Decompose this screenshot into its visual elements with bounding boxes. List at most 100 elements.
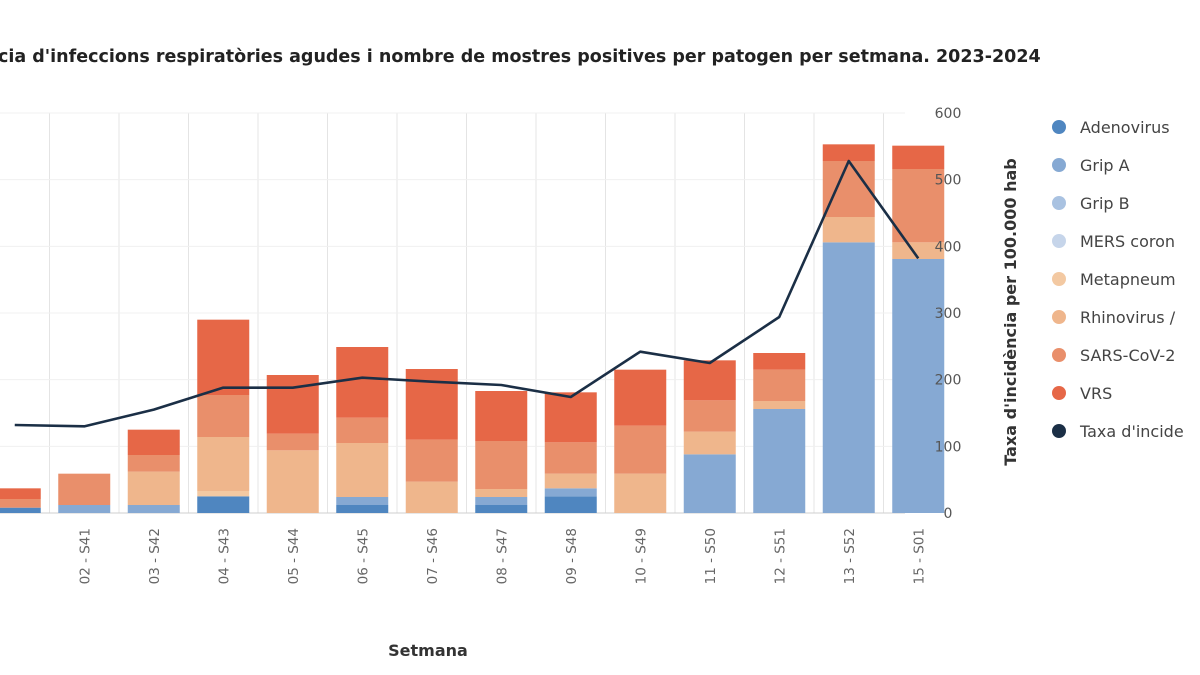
x-tick-label: 04 - S43 [216, 528, 232, 584]
legend-label: Grip B [1080, 194, 1130, 213]
legend-marker [1052, 196, 1066, 210]
legend-marker [1052, 272, 1066, 286]
bar-segment [336, 443, 389, 497]
bar-segment [544, 442, 597, 474]
bar-segment [127, 429, 180, 455]
bar-segment [336, 505, 389, 513]
legend-label: Rhinovirus / [1080, 308, 1176, 327]
legend-marker [1052, 310, 1066, 324]
bar-segment [544, 496, 597, 513]
legend-marker [1052, 424, 1066, 438]
bar-segment [127, 455, 180, 472]
bar-segment [127, 505, 180, 513]
bar-segment [197, 491, 250, 497]
bar-segment [405, 439, 458, 482]
y-tick-label: 600 [935, 106, 962, 122]
y-axis-title: Taxa d'incidència per 100.000 hab [1001, 158, 1020, 465]
bar-segment [892, 169, 945, 243]
bar-segment [475, 497, 528, 505]
y-tick-label: 200 [935, 373, 962, 389]
legend-marker [1052, 120, 1066, 134]
bar-segment [475, 391, 528, 441]
legend-label: Taxa d'incide [1079, 422, 1184, 441]
bar-segment [0, 499, 41, 508]
bar-segment [614, 425, 667, 474]
legend-marker [1052, 386, 1066, 400]
legend-marker [1052, 348, 1066, 362]
chart-title: cia d'infeccions respiratòries agudes i … [0, 47, 1041, 67]
bar-segment [683, 400, 736, 432]
bar-segment [753, 409, 806, 513]
x-tick-label: 12 - S51 [772, 528, 788, 584]
bar-segment [822, 217, 875, 243]
bar-segment [475, 441, 528, 489]
bar-segment [58, 505, 111, 513]
bar-segment [892, 259, 945, 513]
bar-segment [892, 145, 945, 169]
x-tick-label: 15 - S01 [911, 528, 927, 584]
legend: Adenovirus Grip A Grip B MERS coron Metapneu… [1052, 118, 1184, 441]
bar-segment [614, 473, 667, 513]
incidence-line-path [14, 159, 920, 428]
x-tick-label: 10 - S49 [633, 528, 649, 584]
legend-label: SARS-CoV-2 [1080, 346, 1175, 365]
bars [0, 144, 945, 514]
incidence-line [14, 159, 920, 428]
bar-segment [544, 392, 597, 443]
bar-segment [683, 431, 736, 455]
x-axis: 02 - S41 03 - S42 04 - S43 05 - S44 06 - S45… [77, 528, 927, 584]
bar-segment [544, 488, 597, 497]
bar-segment [683, 360, 736, 401]
y-axis-right: 0 100 200 300 400 500 600 [935, 106, 962, 522]
bar-segment [197, 395, 250, 437]
legend-label: Adenovirus [1080, 118, 1170, 137]
bar-segment [336, 347, 389, 418]
x-tick-label: 08 - S47 [494, 528, 510, 584]
bar-segment [0, 488, 41, 499]
bar-segment [683, 454, 736, 513]
legend-label: VRS [1080, 384, 1112, 403]
y-tick-label: 100 [935, 439, 962, 455]
bar-segment [405, 481, 458, 513]
bar-segment [266, 433, 319, 451]
x-tick-label: 02 - S41 [77, 528, 93, 584]
bar-segment [753, 353, 806, 370]
x-axis-title: Setmana [388, 641, 468, 660]
bar-segment [0, 507, 41, 513]
x-tick-label: 09 - S48 [564, 528, 580, 584]
y-tick-label: 300 [935, 306, 962, 322]
y-tick-label: 0 [944, 506, 953, 522]
bar-segment [336, 417, 389, 443]
legend-label: Metapneum [1080, 270, 1176, 289]
legend-label: MERS coron [1080, 232, 1175, 251]
y-tick-label: 400 [935, 239, 962, 255]
y-tick-label: 500 [935, 173, 962, 189]
bar-segment [822, 161, 875, 217]
bar-segment [336, 497, 389, 505]
bar-segment [127, 471, 180, 505]
bar-segment [753, 369, 806, 401]
bar-segment [475, 489, 528, 497]
legend-marker [1052, 234, 1066, 248]
bar-segment [544, 473, 597, 489]
bar-segment [475, 505, 528, 513]
bar-segment [266, 450, 319, 513]
x-tick-label: 13 - S52 [842, 528, 858, 584]
x-tick-label: 03 - S42 [147, 528, 163, 584]
x-tick-label: 07 - S46 [425, 528, 441, 584]
bar-segment [822, 144, 875, 161]
bar-segment [197, 496, 250, 513]
bar-segment [197, 319, 250, 395]
bar-segment [753, 401, 806, 409]
x-tick-label: 11 - S50 [703, 528, 719, 584]
bar-segment [58, 473, 111, 505]
legend-label: Grip A [1080, 156, 1130, 175]
bar-segment [822, 242, 875, 514]
bar-segment [197, 437, 250, 491]
bar-segment [892, 242, 945, 259]
bar-segment [614, 369, 667, 426]
x-tick-label: 06 - S45 [355, 528, 371, 584]
legend-marker [1052, 158, 1066, 172]
x-tick-label: 05 - S44 [286, 528, 302, 584]
